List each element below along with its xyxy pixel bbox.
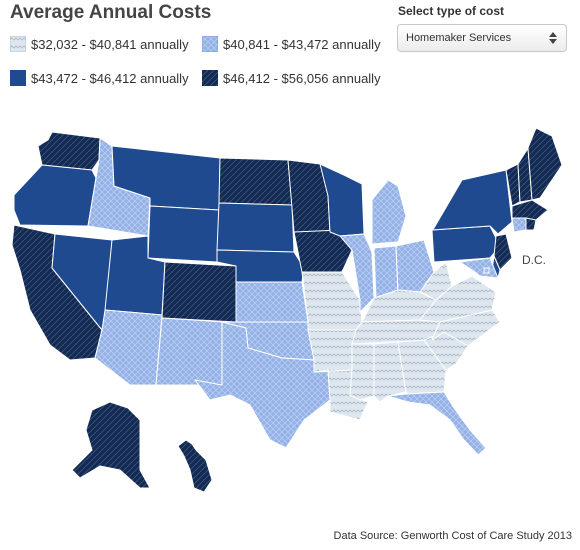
state-ct[interactable]	[511, 217, 527, 233]
map-title: Average Annual Costs	[10, 2, 212, 23]
state-ma[interactable]	[511, 199, 549, 221]
state-ny[interactable]	[431, 169, 513, 235]
legend-swatch-tier-3	[10, 70, 26, 86]
cost-type-select[interactable]: Homemaker Services	[397, 24, 567, 52]
state-nj[interactable]	[493, 233, 513, 271]
state-wa[interactable]	[37, 131, 101, 171]
legend-swatch-tier-4	[202, 70, 218, 86]
legend-label-tier-4: $46,412 - $56,056 annually	[223, 70, 381, 86]
state-md[interactable]	[459, 257, 499, 279]
legend-item-tier-2: $40,841 - $43,472 annually	[202, 36, 381, 52]
state-wy[interactable]	[147, 205, 220, 263]
state-mo[interactable]	[301, 271, 363, 331]
state-nm[interactable]	[155, 317, 225, 386]
state-il[interactable]	[339, 233, 375, 313]
state-fl[interactable]	[387, 391, 487, 456]
us-states-map	[11, 127, 563, 493]
state-hi[interactable]	[177, 439, 213, 493]
state-sd[interactable]	[216, 202, 295, 253]
legend-label-tier-3: $43,472 - $46,412 annually	[31, 70, 189, 86]
state-wv[interactable]	[419, 261, 453, 301]
legend-label-tier-2: $40,841 - $43,472 annually	[223, 36, 381, 52]
dc-label: D.C.	[522, 253, 546, 267]
state-ms[interactable]	[349, 343, 375, 401]
legend-item-tier-1: $32,032 - $40,841 annually	[10, 36, 189, 52]
state-ar[interactable]	[307, 329, 357, 373]
state-tx[interactable]	[194, 321, 331, 449]
state-nd[interactable]	[218, 157, 293, 206]
state-pa[interactable]	[431, 225, 501, 263]
state-mi[interactable]	[371, 179, 407, 245]
state-az[interactable]	[94, 309, 163, 386]
up-down-arrows-icon	[549, 32, 557, 44]
legend-label-tier-1: $32,032 - $40,841 annually	[31, 36, 189, 52]
data-source: Data Source: Genworth Cost of Care Study…	[333, 530, 572, 542]
legend-swatch-tier-1	[10, 36, 26, 52]
state-dc[interactable]	[483, 267, 490, 274]
state-ks[interactable]	[235, 281, 309, 323]
cost-type-selected-value: Homemaker Services	[406, 32, 512, 44]
state-co[interactable]	[161, 261, 237, 323]
state-ri[interactable]	[525, 217, 537, 231]
state-or[interactable]	[13, 164, 97, 227]
legend-item-tier-3: $43,472 - $46,412 annually	[10, 70, 189, 86]
state-me[interactable]	[527, 127, 563, 201]
state-ak[interactable]	[71, 401, 151, 489]
legend-item-tier-4: $46,412 - $56,056 annually	[202, 70, 381, 86]
cost-type-label: Select type of cost	[398, 4, 505, 18]
legend-swatch-tier-2	[202, 36, 218, 52]
